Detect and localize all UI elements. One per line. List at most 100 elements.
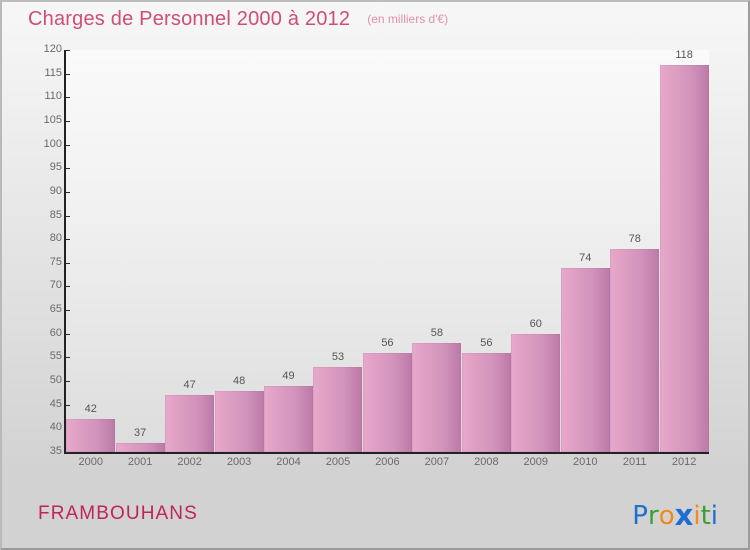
y-axis-tick-label: 100 bbox=[43, 137, 62, 150]
bar-slot: 56 bbox=[461, 50, 511, 452]
bar-value-label: 49 bbox=[282, 369, 295, 382]
y-axis-tick-label: 90 bbox=[49, 184, 62, 197]
x-axis-label-2007: 2007 bbox=[424, 456, 450, 468]
chart-footer: FRAMBOUHANS Proxiti bbox=[2, 480, 748, 548]
bar-2011[interactable] bbox=[610, 248, 660, 452]
y-axis-tick: 70 bbox=[4, 280, 70, 291]
y-axis-tick: 95 bbox=[4, 162, 70, 173]
y-axis-tick-mark bbox=[65, 239, 70, 241]
y-axis-tick-label: 120 bbox=[43, 43, 62, 55]
plot-area: 120 115 110 105 100 95 90 85 80 75 70 65 60 55 50 45 40 3… bbox=[44, 44, 709, 457]
chart-subtitle: (en milliers d'€) bbox=[367, 12, 449, 26]
logo-letter-i2: i bbox=[710, 501, 718, 531]
bar-value-label: 78 bbox=[628, 232, 641, 245]
bar-2005[interactable] bbox=[313, 366, 363, 452]
logo-letter-p: P bbox=[632, 501, 648, 531]
y-axis-tick-mark bbox=[65, 50, 70, 51]
y-axis-tick: 115 bbox=[4, 67, 70, 78]
bar-slot: 37 bbox=[115, 50, 165, 452]
page-title: Charges de Personnel 2000 à 2012 bbox=[28, 7, 351, 30]
bar-series: 42 37 47 48 49 53 56 58 56 60 74 78 118 bbox=[66, 50, 709, 452]
bar-2004[interactable] bbox=[264, 385, 314, 452]
y-axis-tick-mark bbox=[65, 333, 70, 335]
y-axis-tick: 80 bbox=[4, 233, 70, 244]
bar-slot: 47 bbox=[165, 50, 215, 452]
y-axis-line bbox=[64, 50, 66, 454]
y-axis-tick-mark bbox=[65, 191, 70, 193]
bar-slot: 118 bbox=[659, 49, 709, 452]
y-axis-tick-label: 60 bbox=[49, 326, 62, 339]
y-axis-tick: 35 bbox=[4, 446, 70, 457]
bar-slot: 53 bbox=[313, 50, 363, 452]
bar-2009[interactable] bbox=[511, 333, 561, 452]
bar-slot: 58 bbox=[412, 50, 462, 452]
y-axis-tick-label: 50 bbox=[49, 374, 62, 387]
chart-header: Charges de Personnel 2000 à 2012 (en mil… bbox=[2, 2, 748, 36]
logo-letter-r: r bbox=[647, 501, 659, 531]
x-axis-labels: 2000 2001 2002 2003 2004 2005 2006 2007 2008 2009… bbox=[66, 456, 709, 468]
y-axis-tick-label: 65 bbox=[49, 303, 62, 316]
y-axis-tick-label: 80 bbox=[49, 232, 62, 245]
y-axis-tick-mark bbox=[65, 73, 70, 75]
y-axis-tick-label: 70 bbox=[49, 279, 62, 292]
logo-letter-t: t bbox=[700, 501, 711, 531]
x-axis-label-2011: 2011 bbox=[622, 456, 647, 468]
y-axis-tick: 40 bbox=[4, 422, 70, 433]
x-axis-label-2008: 2008 bbox=[474, 456, 499, 468]
bar-2003[interactable] bbox=[214, 390, 264, 452]
place-name: FRAMBOUHANS bbox=[38, 503, 198, 524]
x-axis-label-2002: 2002 bbox=[177, 456, 202, 468]
y-axis-tick: 75 bbox=[4, 256, 70, 267]
bar-value-label: 56 bbox=[480, 336, 493, 349]
bar-value-label: 58 bbox=[430, 327, 444, 340]
x-axis-label-2000: 2000 bbox=[78, 456, 103, 468]
y-axis-tick: 60 bbox=[4, 327, 70, 338]
bar-slot: 60 bbox=[511, 50, 561, 452]
bar-value-label: 118 bbox=[675, 49, 693, 61]
x-axis-line bbox=[64, 452, 709, 454]
y-axis-tick: 85 bbox=[4, 209, 70, 220]
bar-value-label: 48 bbox=[232, 374, 246, 387]
bar-slot: 49 bbox=[264, 50, 314, 452]
bar-value-label: 56 bbox=[381, 336, 394, 349]
bar-slot: 56 bbox=[362, 50, 412, 452]
x-axis-label-2003: 2003 bbox=[226, 456, 252, 468]
bar-value-label: 53 bbox=[331, 350, 345, 363]
y-axis-tick: 90 bbox=[4, 185, 70, 196]
x-axis-label-2012: 2012 bbox=[671, 456, 697, 468]
y-axis-tick: 65 bbox=[4, 304, 70, 315]
logo-letter-i1: i bbox=[693, 501, 701, 531]
bar-2012[interactable] bbox=[659, 65, 709, 452]
x-axis-label-2004: 2004 bbox=[276, 456, 301, 468]
bar-2000[interactable] bbox=[66, 418, 116, 452]
bar-value-label: 47 bbox=[183, 379, 196, 392]
bar-2007[interactable] bbox=[412, 343, 462, 452]
bar-2010[interactable] bbox=[560, 267, 610, 452]
y-axis-tick-label: 55 bbox=[49, 350, 62, 363]
y-axis-tick-mark bbox=[65, 286, 70, 288]
y-axis-tick-label: 40 bbox=[49, 421, 62, 434]
y-axis-tick-mark bbox=[65, 404, 70, 406]
y-axis-tick: 120 bbox=[4, 44, 70, 55]
x-axis-label-2005: 2005 bbox=[325, 456, 351, 468]
y-axis-tick-label: 115 bbox=[44, 66, 62, 79]
y-axis-tick-label: 35 bbox=[49, 445, 62, 457]
y-axis-tick-label: 85 bbox=[49, 208, 62, 221]
logo-letter-x: x bbox=[674, 498, 694, 532]
bar-2006[interactable] bbox=[362, 352, 412, 452]
y-axis-tick-label: 75 bbox=[49, 255, 62, 268]
y-axis-tick: 55 bbox=[4, 351, 70, 362]
bar-slot: 42 bbox=[66, 50, 116, 452]
y-axis-tick: 105 bbox=[4, 114, 70, 125]
bar-2001[interactable] bbox=[115, 442, 165, 452]
y-axis-tick-mark bbox=[65, 262, 70, 264]
bar-2008[interactable] bbox=[461, 352, 511, 452]
bar-value-label: 42 bbox=[84, 402, 97, 415]
proxiti-logo[interactable]: Proxiti bbox=[632, 497, 718, 532]
y-axis-tick-mark bbox=[65, 97, 70, 99]
bar-slot: 74 bbox=[560, 50, 610, 452]
bar-value-label: 74 bbox=[579, 251, 592, 264]
bar-2002[interactable] bbox=[165, 395, 215, 452]
bar-value-label: 60 bbox=[529, 317, 542, 330]
